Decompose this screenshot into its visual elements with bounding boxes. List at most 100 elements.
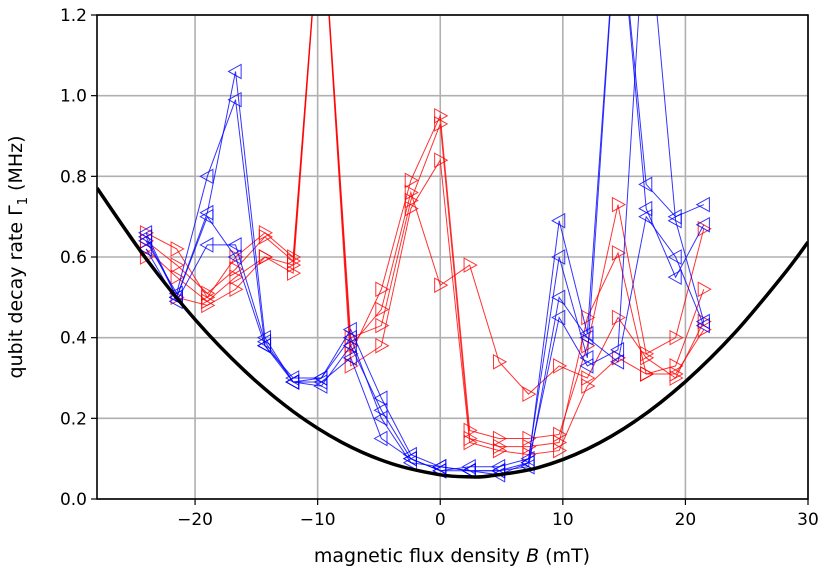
red-series-line xyxy=(145,15,705,439)
blue-series-marker xyxy=(373,430,388,447)
blue-series-marker xyxy=(199,208,214,225)
blue-series-marker xyxy=(402,454,417,471)
red-series-line xyxy=(145,15,705,395)
blue-series-marker xyxy=(667,269,682,286)
blue-series-marker xyxy=(373,390,388,407)
x-tick-label: −20 xyxy=(177,510,213,530)
blue-series-marker xyxy=(638,208,653,225)
blue-series-marker xyxy=(285,370,300,386)
x-tick-label: 0 xyxy=(435,510,446,530)
red-series-marker xyxy=(229,281,244,298)
x-tick-label: −10 xyxy=(300,510,336,530)
y-tick-label: 0.0 xyxy=(60,490,87,510)
blue-series-marker xyxy=(227,63,242,80)
red-series-marker xyxy=(553,434,568,451)
blue-series-marker xyxy=(695,196,710,213)
blue-series-marker xyxy=(199,237,214,253)
blue-series-marker xyxy=(551,249,566,265)
red-series-marker xyxy=(375,301,390,318)
blue-series-marker xyxy=(313,370,328,386)
blue-series-marker xyxy=(342,321,357,338)
red-series-marker xyxy=(640,366,655,382)
blue-series-marker xyxy=(579,349,594,366)
red-series-marker xyxy=(463,257,478,273)
ticks: −20 −10 0 10 20 30 0.0 0.2 0.4 0.6 0.8 1.0 1.2 xyxy=(60,6,819,530)
red-series-marker xyxy=(697,220,712,237)
red-series-marker xyxy=(229,261,244,277)
red-series-marker xyxy=(287,265,302,281)
blue-series-marker xyxy=(227,249,242,265)
red-series-marker xyxy=(258,249,273,265)
red-series-marker xyxy=(611,245,627,261)
red-series-marker xyxy=(404,184,419,201)
red-series-marker xyxy=(375,337,390,354)
y-tick-label: 0.2 xyxy=(60,409,87,429)
blue-series-marker xyxy=(256,337,272,354)
red-series-marker xyxy=(404,172,419,189)
y-axis-label: qubit decay rate Γ1 (MHz) xyxy=(5,135,31,378)
blue-series-line xyxy=(145,15,705,476)
blue-series-marker xyxy=(373,402,388,419)
red-series-marker xyxy=(611,196,627,213)
blue-series-marker xyxy=(168,289,183,306)
red-series-marker xyxy=(463,434,478,451)
blue-series-marker xyxy=(342,329,357,346)
red-series-marker xyxy=(492,430,508,447)
red-series-line xyxy=(145,15,705,448)
red-series-marker xyxy=(434,107,449,124)
blue-series-marker xyxy=(342,349,357,366)
red-series-line xyxy=(145,15,705,456)
blue-series-marker xyxy=(373,410,388,427)
x-tick-label: 30 xyxy=(797,510,819,530)
red-series-marker xyxy=(581,370,596,386)
red-series-marker xyxy=(201,297,216,314)
y-tick-label: 0.4 xyxy=(60,329,87,349)
blue-series-marker xyxy=(638,200,653,217)
red-series-marker xyxy=(258,228,273,245)
blue-series-marker xyxy=(609,354,625,370)
red-series-marker xyxy=(375,281,390,298)
data-layer xyxy=(97,15,808,483)
red-series-marker xyxy=(404,192,419,209)
blue-series-marker xyxy=(551,212,566,229)
red-series-marker xyxy=(434,152,449,169)
red-series-marker xyxy=(581,378,596,394)
y-tick-label: 1.0 xyxy=(60,87,87,107)
red-series-marker xyxy=(463,422,478,439)
y-tick-label: 0.6 xyxy=(60,248,87,268)
blue-series-marker xyxy=(695,216,710,233)
red-series-marker xyxy=(669,358,684,374)
red-series-marker xyxy=(492,442,508,459)
blue-series-marker xyxy=(667,212,682,229)
red-series-marker xyxy=(611,309,627,326)
blue-series-marker xyxy=(227,237,242,253)
model-curve xyxy=(97,187,808,479)
y-tick-label: 1.2 xyxy=(60,6,87,26)
red-series-marker xyxy=(375,317,390,334)
x-tick-label: 20 xyxy=(675,510,697,530)
red-series-marker xyxy=(669,329,684,346)
y-tick-label: 0.8 xyxy=(60,167,87,187)
red-series-marker xyxy=(522,438,537,455)
red-series-marker xyxy=(669,366,684,382)
blue-series-marker xyxy=(551,309,566,326)
blue-series-marker xyxy=(695,313,710,330)
blue-series-marker xyxy=(579,329,594,346)
blue-series-marker xyxy=(520,454,535,471)
red-series-marker xyxy=(697,281,712,298)
x-axis-label: magnetic flux density B (mT) xyxy=(314,545,590,567)
x-tick-label: 10 xyxy=(552,510,574,530)
blue-series-marker xyxy=(609,341,625,358)
red-series-marker xyxy=(522,386,537,402)
red-series-marker xyxy=(229,269,244,286)
red-series-marker xyxy=(553,442,568,459)
blue-series-marker xyxy=(199,168,214,185)
blue-series-marker xyxy=(461,462,476,479)
red-series-marker xyxy=(170,241,185,257)
blue-series-marker xyxy=(342,337,357,354)
red-series-marker xyxy=(170,257,185,273)
red-series-marker xyxy=(553,358,568,374)
red-series-marker xyxy=(404,200,419,217)
red-series-marker xyxy=(522,430,537,447)
